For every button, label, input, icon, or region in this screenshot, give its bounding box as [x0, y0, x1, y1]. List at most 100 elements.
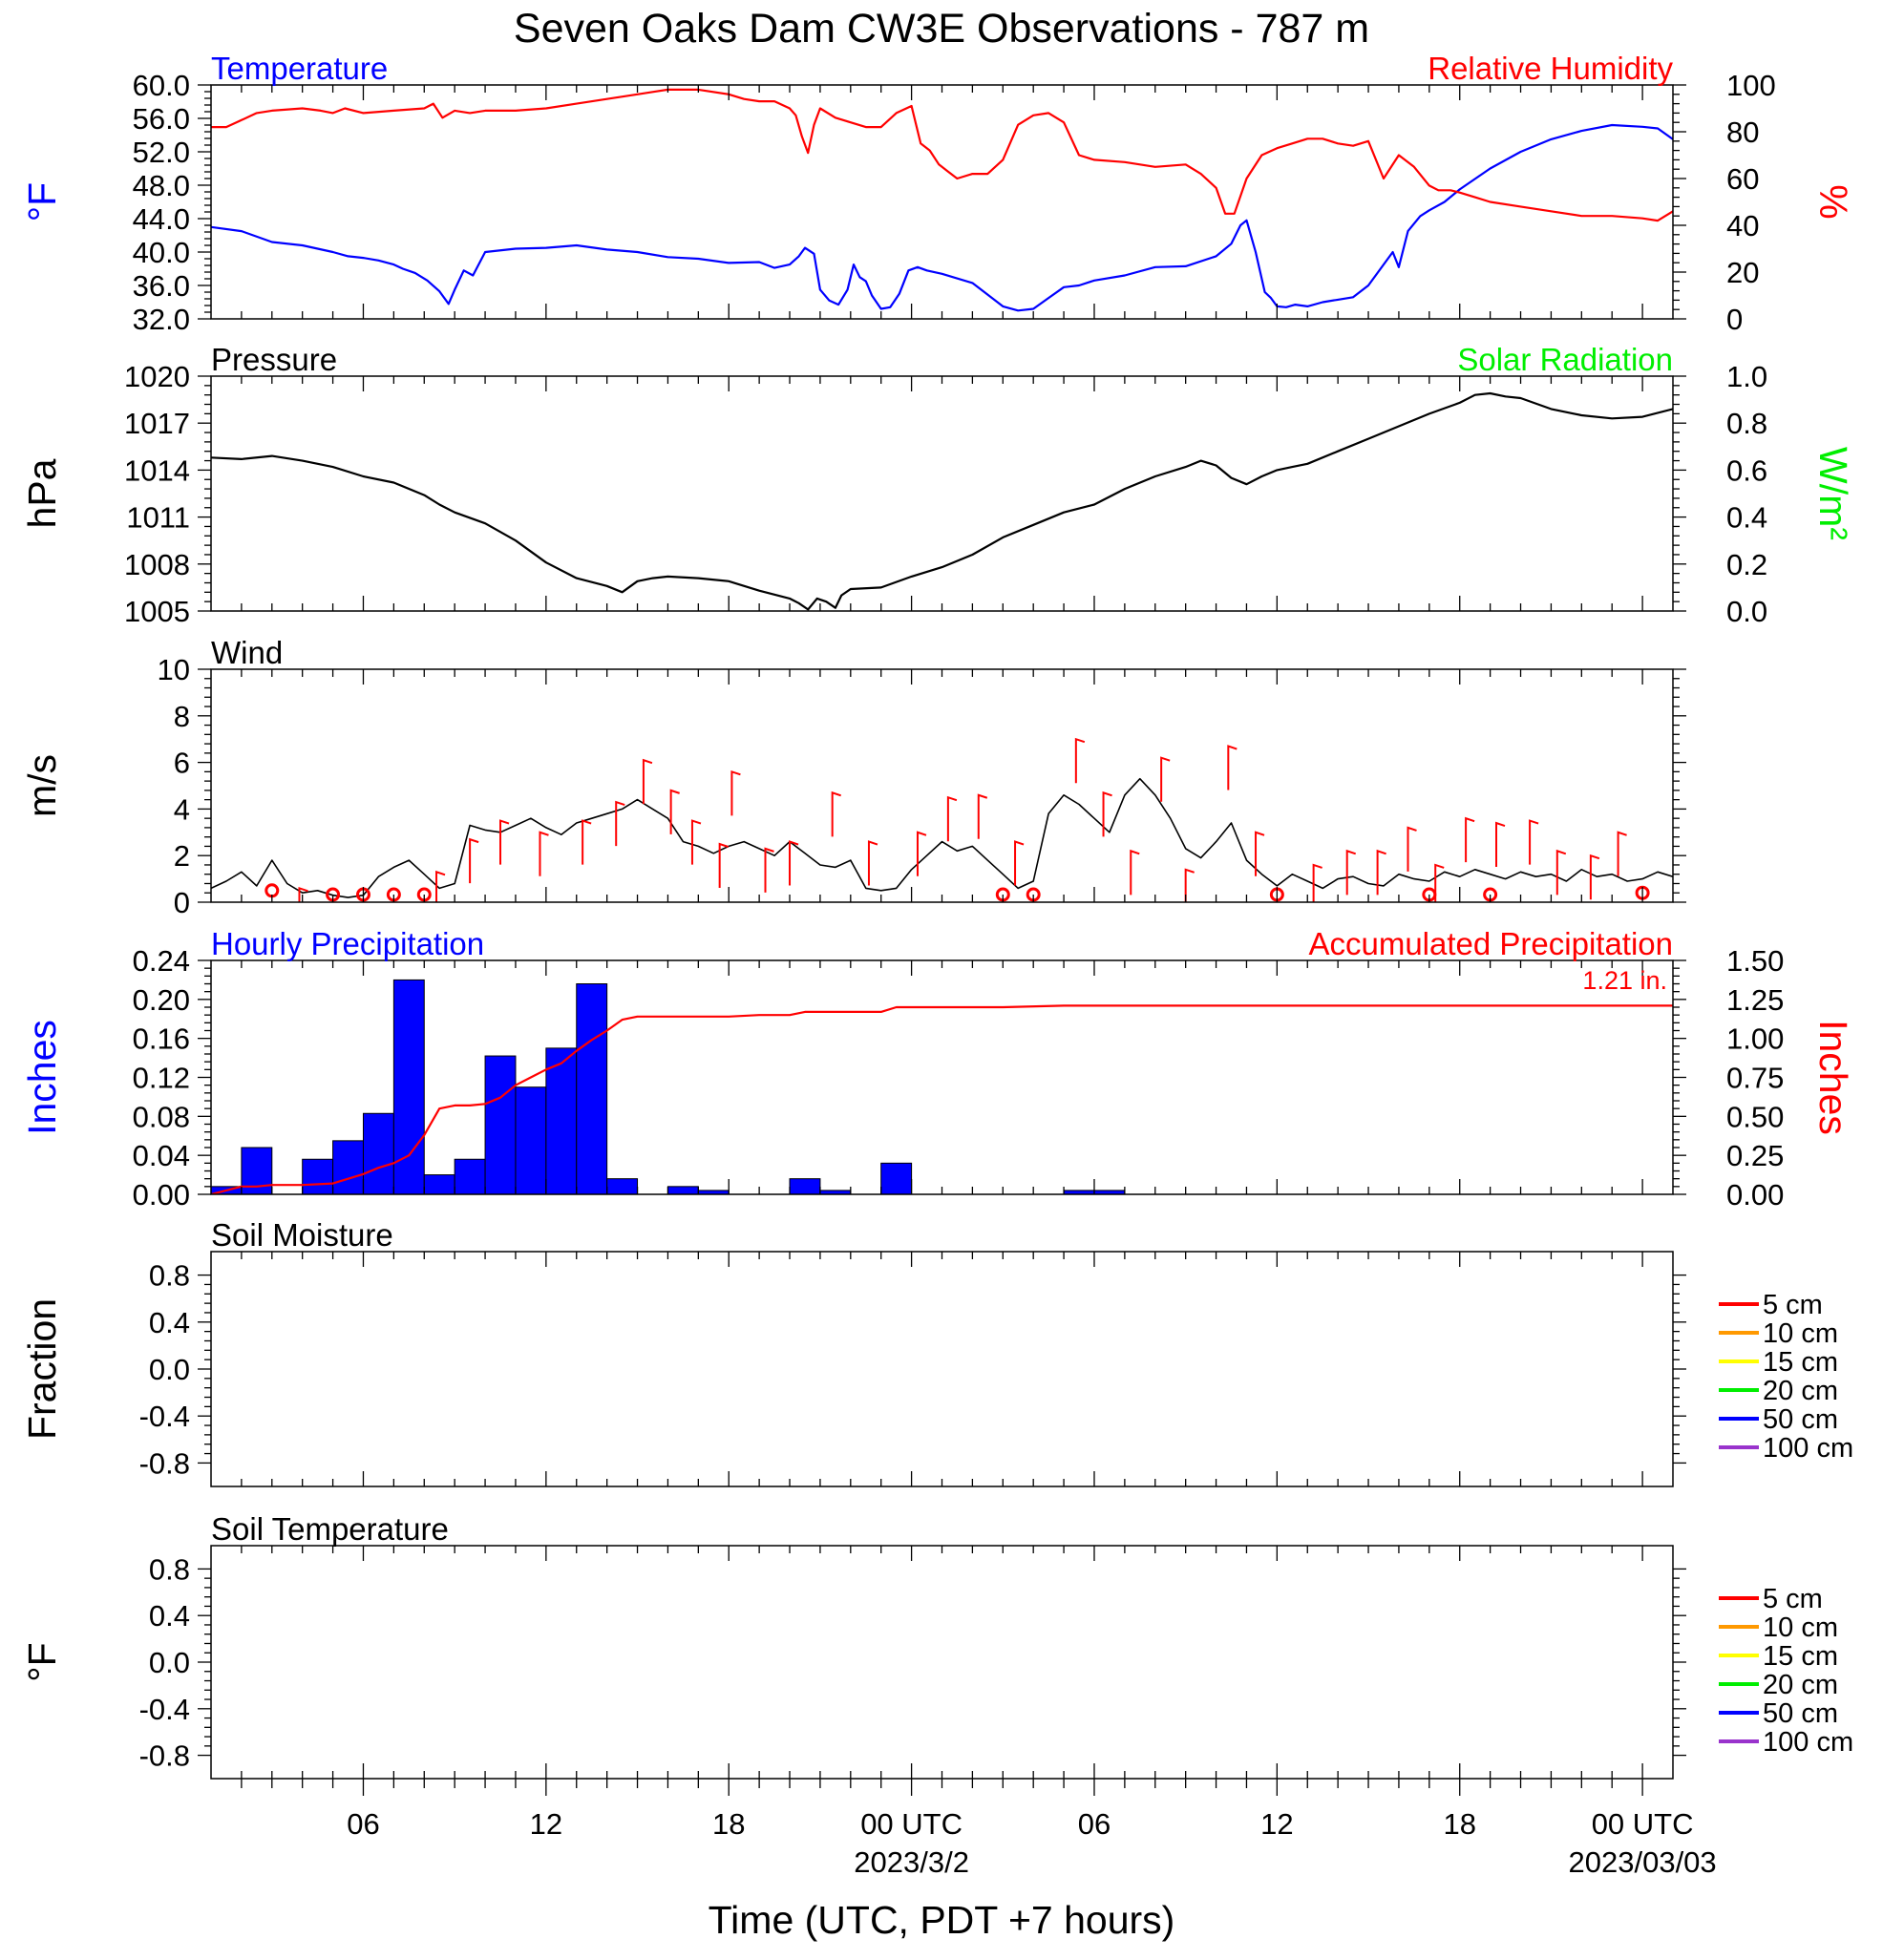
y-axis-label-left: hPa — [20, 458, 64, 528]
y-tick-label-right: 1.00 — [1726, 1022, 1784, 1056]
panel-soil_moisture: -0.8 -0.4 0.0 0.4 0.8 Soil Moisture Fraction 5 … — [20, 1217, 1853, 1487]
wind-barb — [1227, 745, 1238, 790]
y-tick-label-left: 48.0 — [133, 169, 190, 202]
y-tick-label-right: 60 — [1726, 162, 1759, 196]
panel-title-left: Wind — [211, 635, 283, 670]
wind-barb — [730, 769, 741, 816]
y-tick-label-left: 1011 — [126, 501, 190, 535]
panel-temp_rh: 32.036.040.044.048.052.056.060.0 0 20 40 60 8… — [20, 51, 1855, 336]
y-tick-label-left: 4 — [174, 792, 190, 826]
precip-bar — [606, 1178, 639, 1194]
precip-bar — [392, 979, 425, 1194]
legend-label: 50 cm — [1763, 1404, 1838, 1435]
legend-label: 15 cm — [1763, 1347, 1838, 1378]
panel-precip: 0.00 0.04 0.08 0.12 0.16 0.20 0.24 0.00 0.25 0.50… — [20, 926, 1855, 1212]
y-axis-label-left: Fraction — [20, 1298, 64, 1440]
y-tick-label-left: 40.0 — [133, 236, 190, 269]
legend-label: 10 cm — [1763, 1318, 1838, 1349]
panel-wind: 0 2 4 6 8 10 Wind m/s — [20, 635, 1686, 919]
y-tick-label-left: 0.16 — [133, 1022, 190, 1056]
y-tick-label-left: 2 — [174, 839, 190, 873]
y-tick-label-right: 0.4 — [1726, 501, 1767, 535]
panel-title-left: Temperature — [211, 51, 388, 86]
y-axis-label-right: % — [1811, 184, 1855, 219]
precip-bar — [576, 983, 608, 1194]
x-tick-label: 00 UTC — [1592, 1807, 1694, 1841]
wind-barb — [977, 793, 988, 839]
panel-pressure_solar: 1005 1008 1011 1014 1017 1020 0.0 0.2 0.4 0.6 0.8 1… — [20, 342, 1855, 628]
x-tick-label: 00 UTC — [860, 1807, 963, 1841]
wind-barb — [718, 842, 729, 888]
y-tick-label-right: 40 — [1726, 209, 1759, 242]
y-axis-label-left: m/s — [20, 754, 64, 817]
wind-barb — [298, 886, 308, 902]
y-tick-label-right: 0.0 — [1726, 595, 1767, 628]
y-tick-label-right: 1.50 — [1726, 944, 1784, 978]
y-tick-label-right: 0.8 — [1726, 407, 1767, 440]
y-tick-label-left: 0.04 — [133, 1139, 190, 1172]
y-tick-label-left: -0.8 — [139, 1739, 190, 1773]
y-tick-label-right: 0.25 — [1726, 1139, 1784, 1172]
precip-bar — [789, 1178, 821, 1194]
precip-bar — [545, 1047, 578, 1194]
y-tick-label-left: 1005 — [124, 595, 190, 628]
wind-barb — [789, 840, 799, 886]
legend-label: 20 cm — [1763, 1670, 1838, 1700]
y-axis-label-right: Inches — [1811, 1020, 1855, 1135]
wind-barb — [1074, 737, 1086, 784]
wind-barb — [615, 800, 625, 847]
y-tick-label-left: -0.4 — [139, 1400, 190, 1433]
y-tick-label-left: 0 — [174, 886, 190, 919]
wind-barb — [642, 758, 653, 805]
y-tick-label-right: 0.75 — [1726, 1062, 1784, 1095]
series-line-wind-speed — [211, 777, 1673, 898]
y-tick-label-left: 1014 — [124, 453, 190, 487]
y-tick-label-left: 56.0 — [133, 102, 190, 136]
panel-title-left: Pressure — [211, 342, 337, 377]
x-tick-label: 06 — [1078, 1807, 1111, 1841]
legend-label: 100 cm — [1763, 1727, 1853, 1758]
x-tick-label: 12 — [530, 1807, 562, 1841]
plot-area-precip — [211, 979, 1673, 1194]
x-tick-label: 12 — [1260, 1807, 1293, 1841]
wind-barb — [1255, 831, 1265, 876]
y-tick-label-left: 0.4 — [149, 1306, 190, 1339]
wind-barb — [435, 870, 446, 902]
y-tick-label-left: 36.0 — [133, 269, 190, 303]
y-tick-label-left: 1020 — [124, 360, 190, 393]
legend-label: 15 cm — [1763, 1641, 1838, 1672]
plot-area-temp_rh — [211, 88, 1673, 312]
panel-title-left: Soil Temperature — [211, 1511, 449, 1547]
y-tick-label-left: 1017 — [124, 407, 190, 440]
y-tick-label-left: 52.0 — [133, 136, 190, 169]
panel-title-left: Soil Moisture — [211, 1217, 393, 1253]
panel-title-right: Solar Radiation — [1457, 342, 1673, 377]
precip-bar — [454, 1158, 486, 1194]
figure-title: Seven Oaks Dam CW3E Observations - 787 m — [514, 6, 1369, 52]
precip-bar — [515, 1086, 547, 1194]
legend-label: 100 cm — [1763, 1433, 1853, 1464]
wind-barb — [582, 819, 592, 865]
wind-barb — [764, 847, 774, 893]
y-tick-label-right: 0.50 — [1726, 1100, 1784, 1133]
y-axis-label-left: °F — [20, 182, 64, 221]
precip-bar — [362, 1112, 394, 1194]
time-axis: 06 12 18 00 UTC 06 12 18 00 UTC 2023/3/2 2023/03/… — [241, 1779, 1717, 1879]
y-tick-label-right: 0.2 — [1726, 548, 1767, 581]
wind-barb — [499, 819, 510, 865]
y-tick-label-left: -0.8 — [139, 1446, 190, 1480]
panel-title-left: Hourly Precipitation — [211, 926, 484, 961]
plot-area-pressure_solar — [211, 391, 1673, 611]
y-tick-label-left: 1008 — [124, 548, 190, 581]
legend-label: 50 cm — [1763, 1698, 1838, 1729]
wind-barb — [1529, 819, 1539, 865]
wind-barb — [669, 789, 680, 834]
y-tick-label-left: 0.4 — [149, 1599, 190, 1633]
wind-barb — [1160, 756, 1171, 802]
precip-bar — [484, 1055, 517, 1194]
wind-barb — [1102, 790, 1112, 837]
y-axis-label-right: W/m² — [1811, 447, 1855, 540]
wind-barb — [1589, 854, 1600, 900]
series-line-pressure — [211, 391, 1673, 611]
